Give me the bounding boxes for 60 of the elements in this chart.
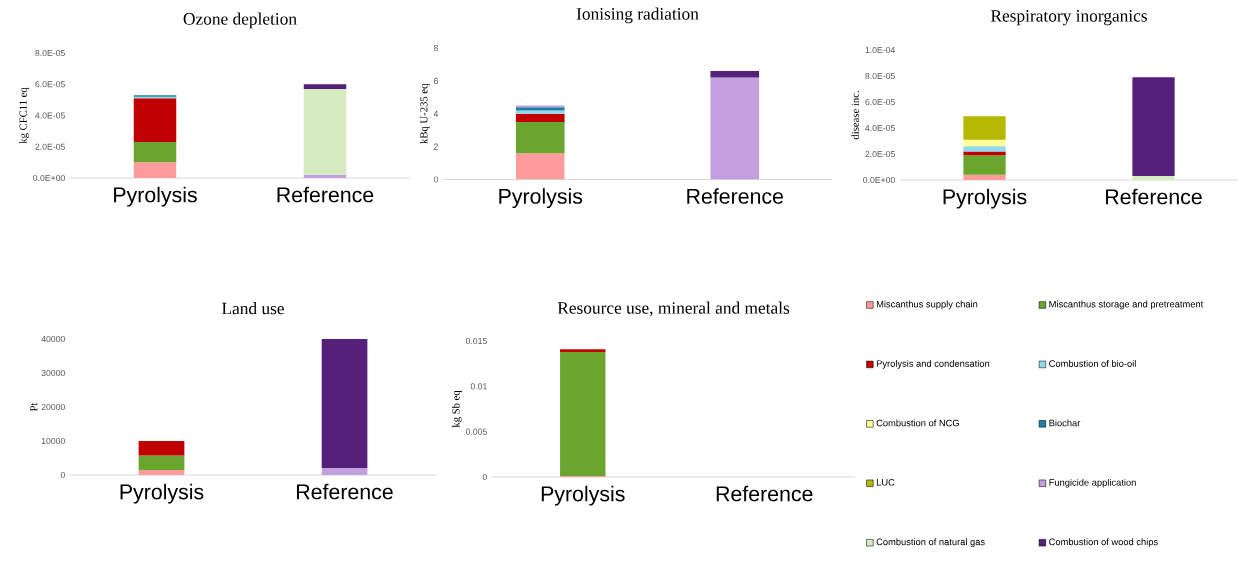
y-axis-title: Pt	[30, 402, 38, 412]
y-tick-label: 8	[433, 44, 438, 52]
legend-label: Biochar	[1049, 419, 1081, 427]
y-tick-label: 4.0E-05	[865, 124, 895, 132]
y-tick-label: 4	[433, 110, 439, 117]
y-tick-label: 0	[433, 176, 438, 183]
bar	[515, 153, 565, 180]
x-tick-label: Pyrolysis	[541, 485, 625, 506]
y-tick-label: 40000	[41, 335, 65, 343]
y-tick-label: 6	[433, 77, 438, 84]
y-tick-label: 10000	[41, 437, 65, 445]
y-tick-label: 30000	[41, 369, 65, 377]
legend-label: Fungicide application	[1049, 478, 1136, 488]
chart-title: Respiratory inorganics	[990, 10, 1147, 26]
bar	[710, 71, 760, 78]
legend-label: Combustion of wood chips	[1049, 538, 1158, 548]
x-tick-label: Reference	[687, 188, 784, 204]
y-tick-label: 2	[433, 143, 438, 150]
chart-title: Resource use, mineral and metals	[557, 301, 790, 317]
legend-label: Miscanthus supply chain	[876, 300, 978, 310]
chart-title: Ionising radiation	[576, 7, 699, 24]
x-tick-label: Pyrolysis	[943, 188, 1027, 209]
y-axis-title: kg CFC11 eq	[19, 87, 29, 144]
legend-label: LUC	[876, 479, 895, 486]
legend-label: Combustion of bio-oil	[1049, 360, 1136, 367]
x-tick-label: Pyrolysis	[114, 186, 197, 207]
x-tick-label: Reference	[1106, 188, 1202, 205]
y-tick-label: 0.005	[465, 428, 487, 435]
y-tick-label: 6.0E-05	[865, 98, 895, 106]
y-tick-label: 0	[60, 471, 65, 479]
y-tick-label: 0.0E+00	[33, 174, 65, 182]
x-tick-label: Pyrolysis	[499, 188, 583, 209]
x-tick-label: Reference	[297, 483, 393, 500]
bar	[515, 113, 565, 122]
y-tick-label: 4.0E-05	[35, 112, 65, 119]
bar	[515, 121, 565, 154]
chart-title: Ozone depletion	[183, 12, 297, 29]
y-tick-label: 0.01	[470, 383, 487, 390]
y-tick-label: 0.0E+00	[863, 176, 895, 184]
x-tick-label: Pyrolysis	[120, 483, 204, 504]
legend-label: Miscanthus storage and pretreatment	[1049, 300, 1204, 310]
legend-label: Pyrolysis and condensation	[876, 360, 990, 369]
y-tick-label: 0	[482, 473, 487, 481]
y-tick-label: 8.0E-05	[865, 72, 895, 80]
y-axis-title: disease inc.	[851, 91, 859, 140]
y-axis-title: kg Sb eq	[452, 390, 462, 428]
y-tick-label: 2.0E-05	[35, 143, 65, 150]
y-tick-label: 20000	[41, 403, 65, 411]
y-axis-title: kBq U-235 eq	[419, 83, 430, 144]
chart-title: Land use	[221, 302, 284, 315]
legend-label: Combustion of NCG	[876, 419, 959, 427]
y-tick-label: 2.0E-05	[865, 150, 895, 158]
y-tick-label: 1.0E-04	[865, 46, 896, 54]
bar	[710, 77, 760, 180]
y-tick-label: 8.0E-05	[35, 49, 65, 57]
y-tick-label: 6.0E-05	[35, 81, 65, 88]
x-tick-label: Reference	[277, 186, 374, 203]
y-tick-label: 0.015	[465, 337, 487, 345]
legend-label: Combustion of natural gas	[876, 538, 985, 548]
x-tick-label: Reference	[716, 485, 813, 502]
